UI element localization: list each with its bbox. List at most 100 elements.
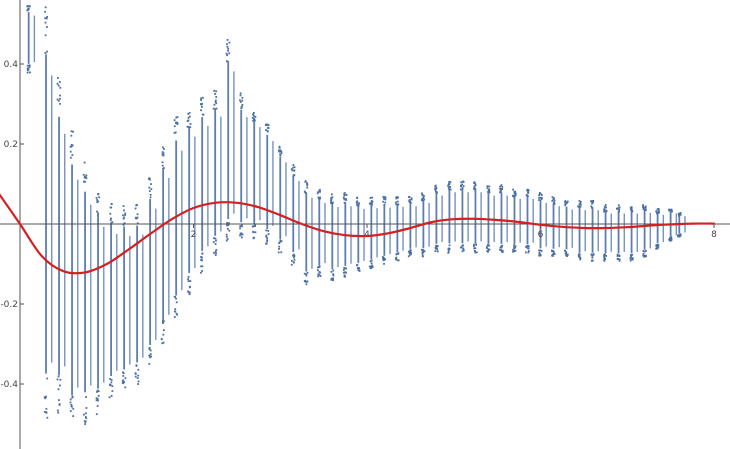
scatter-point <box>304 279 307 282</box>
scatter-point <box>59 94 61 97</box>
scatter-point <box>356 197 359 200</box>
scatter-point <box>44 34 47 37</box>
scatter-point <box>45 407 48 410</box>
scatter-point <box>422 251 425 253</box>
scatter-column <box>129 235 131 365</box>
scatter-point <box>252 225 255 228</box>
x-tick-label: 6 <box>538 230 544 240</box>
scatter-point <box>137 383 140 385</box>
scatter-point <box>201 265 204 268</box>
scatter-point <box>176 123 179 126</box>
scatter-point <box>265 129 267 132</box>
scatter-point <box>149 178 151 181</box>
scatter-point <box>500 184 503 187</box>
scatter-point <box>186 125 189 128</box>
scatter-point <box>149 353 152 355</box>
scatter-point <box>645 209 647 211</box>
scatter-point <box>174 310 176 313</box>
scatter-point <box>59 86 62 89</box>
scatter-point <box>460 185 463 188</box>
scatter-point <box>553 201 555 204</box>
scatter-point <box>57 399 60 401</box>
y-tick-label: 0.4 <box>4 60 19 70</box>
scatter-point <box>26 5 29 8</box>
scatter-point <box>486 250 489 252</box>
scatter-point <box>96 389 99 392</box>
scatter-point <box>290 259 293 262</box>
scatter-point <box>241 99 244 102</box>
scatter-point <box>513 247 516 250</box>
scatter-point <box>26 71 29 74</box>
scatter-column <box>240 109 243 223</box>
scatter-point <box>306 271 309 274</box>
scatter-point <box>410 198 413 201</box>
scatter-point <box>356 200 358 203</box>
scatter-point <box>173 316 176 318</box>
scatter-point <box>174 308 177 311</box>
scatter-point <box>267 124 270 126</box>
scatter-point <box>331 196 334 199</box>
scatter-point <box>618 210 620 213</box>
scatter-point <box>488 188 491 191</box>
scatter-point <box>679 233 682 236</box>
scatter-column <box>467 192 469 242</box>
scatter-column <box>435 192 438 244</box>
scatter-point <box>56 378 59 381</box>
scatter-point <box>371 196 374 199</box>
scatter-point <box>98 196 101 199</box>
scatter-point <box>122 214 124 217</box>
scatter-point <box>447 248 450 251</box>
scatter-point <box>538 192 541 195</box>
scatter-column <box>318 198 321 266</box>
scatter-point <box>383 262 385 265</box>
scatter-point <box>305 274 308 277</box>
scatter-point <box>422 249 425 252</box>
scatter-point <box>150 355 153 358</box>
scatter-column <box>643 210 646 250</box>
scatter-column <box>474 188 477 244</box>
scatter-point <box>214 250 217 253</box>
scatter-point <box>239 101 242 103</box>
scatter-point <box>71 144 74 147</box>
scatter-point <box>241 96 244 99</box>
scatter-point <box>136 213 139 216</box>
scatter-column <box>610 213 612 252</box>
scatter-point <box>590 200 592 203</box>
scatter-point <box>655 210 658 213</box>
scatter-point <box>656 212 658 215</box>
scatter-point <box>57 84 60 87</box>
y-tick-label: -0.2 <box>0 300 18 310</box>
scatter-point <box>212 241 215 243</box>
scatter-point <box>592 253 595 256</box>
scatter-point <box>603 205 606 208</box>
scatter-point <box>449 188 452 191</box>
scatter-column <box>298 181 300 250</box>
scatter-column <box>389 207 391 255</box>
scatter-point <box>44 21 47 24</box>
scatter-point <box>447 186 450 189</box>
scatter-point <box>279 150 282 152</box>
scatter-point <box>488 248 491 251</box>
scatter-point <box>553 253 556 255</box>
scatter-column <box>90 204 92 386</box>
scatter-point <box>410 251 413 254</box>
scatter-point <box>188 291 191 294</box>
scatter-column <box>324 202 326 264</box>
scatter-point <box>85 407 88 409</box>
scatter-point <box>473 187 476 189</box>
scatter-point <box>618 255 621 257</box>
scatter-point <box>188 111 191 114</box>
scatter-point <box>603 209 606 211</box>
scatter-point <box>187 112 190 115</box>
scatter-point <box>46 26 48 28</box>
scatter-point <box>214 242 217 245</box>
scatter-point <box>122 205 125 207</box>
scatter-point <box>83 420 86 423</box>
scatter-column <box>103 226 105 383</box>
scatter-point <box>591 259 594 262</box>
scatter-point <box>474 247 477 250</box>
scatter-point <box>513 194 516 197</box>
scatter-point <box>435 191 438 194</box>
scatter-point <box>383 198 385 200</box>
scatter-point <box>330 193 333 196</box>
